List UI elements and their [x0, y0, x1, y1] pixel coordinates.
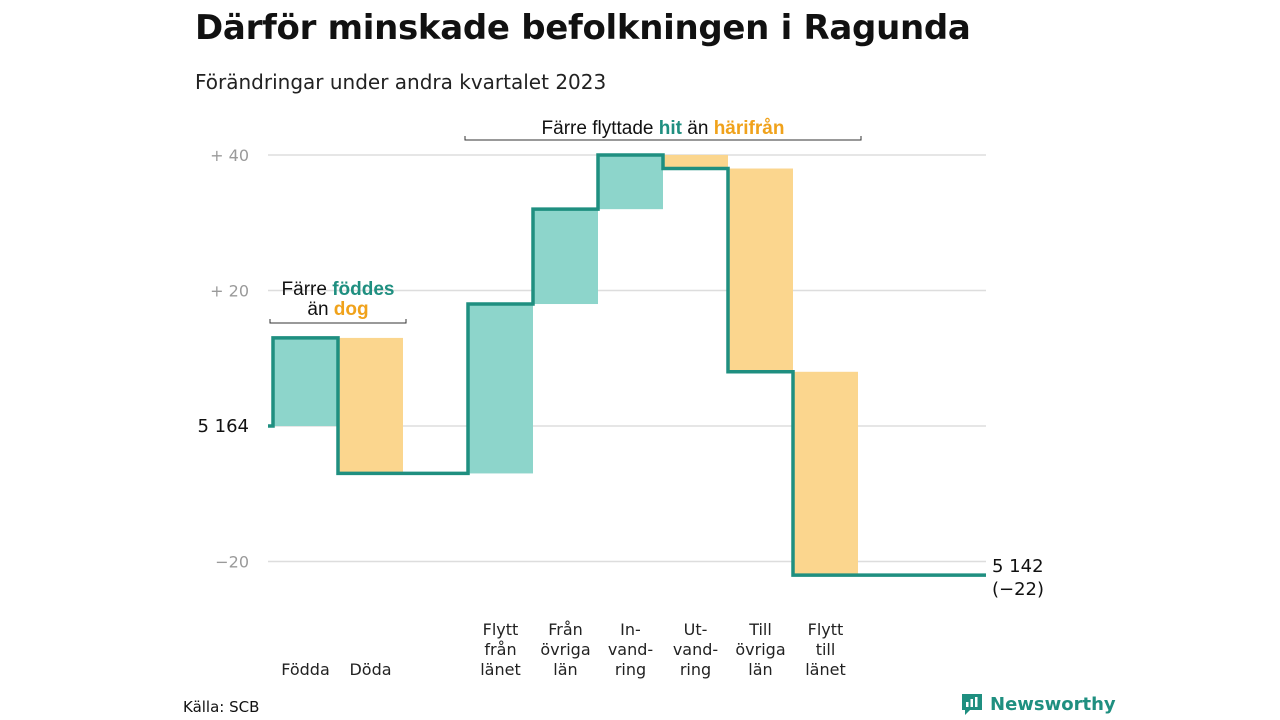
decrease-bar — [728, 168, 793, 372]
decrease-bar — [338, 337, 403, 474]
line-layer — [268, 153, 986, 577]
annotation-births-line1: Färre föddes — [282, 279, 395, 300]
end-change-label: (−22) — [992, 579, 1044, 600]
category-label: ring — [680, 660, 711, 679]
category-label: län — [553, 660, 577, 679]
annotation-moves: Färre flyttade hit än härifrån — [542, 118, 785, 139]
category-label: Till — [748, 620, 772, 639]
end-value-label: 5 142 — [992, 556, 1044, 577]
bar-layer — [273, 154, 858, 576]
category-label: Döda — [349, 660, 391, 679]
category-label: ring — [615, 660, 646, 679]
category-label: länet — [805, 660, 846, 679]
decrease-bar — [793, 371, 858, 576]
category-label: Flytt — [808, 620, 844, 639]
category-label: Födda — [281, 660, 330, 679]
y-tick-label: + 40 — [210, 146, 249, 165]
newsworthy-icon — [962, 694, 982, 715]
label-layer: + 40 + 20 −20 5 164 5 142(−22) Födda Döda Flytt… — [197, 146, 1044, 679]
source-note: Källa: SCB — [183, 698, 260, 716]
category-label: till — [816, 640, 836, 659]
y-tick-label: −20 — [215, 553, 249, 572]
category-label: övriga — [540, 640, 590, 659]
category-label: Från — [548, 620, 583, 639]
category-label: länet — [480, 660, 521, 679]
brand-logo: Newsworthy — [960, 692, 1116, 716]
category-label: In- — [620, 620, 641, 639]
category-label: från — [484, 640, 516, 659]
decrease-bar — [663, 154, 728, 169]
category-label: övriga — [735, 640, 785, 659]
chart-title: Därför minskade befolkningen i Ragunda — [195, 8, 971, 48]
category-label: vand- — [608, 640, 653, 659]
category-label: vand- — [673, 640, 718, 659]
y-tick-label: + 20 — [210, 281, 249, 300]
annotation-bracket — [269, 319, 407, 324]
increase-bar — [598, 154, 663, 210]
annotation-births-line2: än dog — [307, 299, 368, 320]
increase-bar — [468, 304, 533, 474]
cumulative-step-line — [268, 153, 986, 577]
category-label: län — [748, 660, 772, 679]
annotation-bracket — [464, 136, 862, 141]
chart-subtitle: Förändringar under andra kvartalet 2023 — [195, 70, 607, 94]
category-label: Flytt — [483, 620, 519, 639]
start-value-label: 5 164 — [197, 416, 249, 437]
increase-bar — [533, 209, 598, 305]
category-label: Ut- — [684, 620, 708, 639]
increase-bar — [273, 337, 338, 426]
brand-name: Newsworthy — [990, 693, 1116, 715]
